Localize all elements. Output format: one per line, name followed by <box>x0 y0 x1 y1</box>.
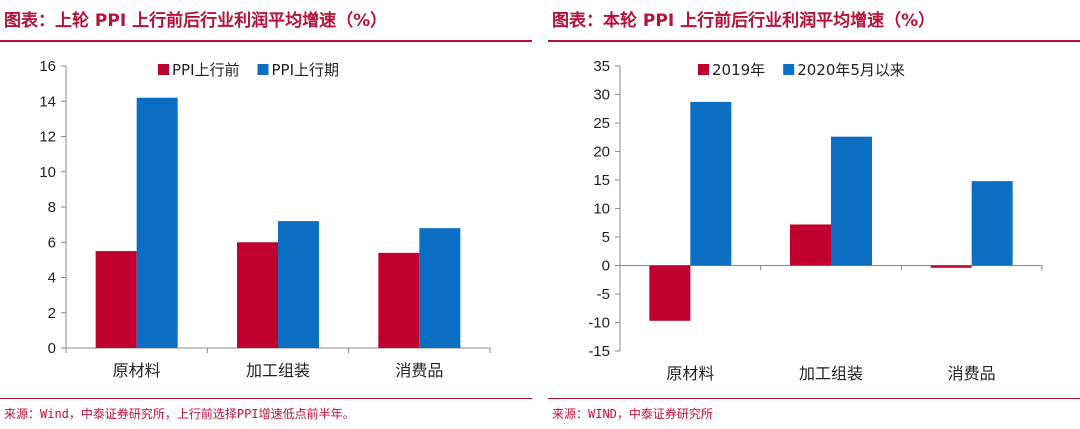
right-chart-panel: 图表：本轮 PPI 上行前后行业利润平均增速（%） -15 -10 -5 0 5 10 15… <box>548 0 1080 429</box>
right-bar-chart: -15 -10 -5 0 5 10 15 20 25 30 35 原材料 加工组装 消费品 2019年 202… <box>588 58 1043 383</box>
y-tick-label: 10 <box>593 201 610 218</box>
right-footer-rule <box>548 398 1080 399</box>
y-tick-label: -15 <box>588 343 610 360</box>
bar-series1 <box>378 252 420 348</box>
y-tick-label: 4 <box>48 270 56 287</box>
legend-label: PPI上行期 <box>272 61 340 79</box>
y-tick-label: 30 <box>593 87 610 104</box>
bar-series1 <box>649 265 691 321</box>
right-chart-source: 来源：WIND，中泰证券研究所 <box>552 407 713 421</box>
bar-series2 <box>419 228 461 348</box>
left-title-rule <box>0 40 532 42</box>
legend-label: 2020年5月以来 <box>797 61 905 79</box>
bar-series2 <box>971 181 1013 266</box>
y-tick-label: -10 <box>588 315 610 332</box>
left-chart-panel: 图表：上轮 PPI 上行前后行业利润平均增速（%） 0 2 4 6 8 10 12 14 16 原… <box>0 0 532 429</box>
y-tick-label: 10 <box>39 164 56 181</box>
bar-series1 <box>95 251 137 348</box>
x-category-label: 原材料 <box>666 364 714 383</box>
y-tick-label: 12 <box>39 129 56 146</box>
y-tick-label: 35 <box>593 58 610 75</box>
x-category-label: 加工组装 <box>799 364 863 383</box>
y-tick-label: 8 <box>48 199 56 216</box>
bar-series2 <box>278 221 319 348</box>
y-tick-label: 14 <box>39 93 56 110</box>
y-tick-label: 6 <box>48 234 56 251</box>
left-chart-source: 来源：Wind，中泰证券研究所，上行前选择PPI增速低点前半年。 <box>4 407 355 421</box>
legend-swatch <box>698 64 709 75</box>
y-tick-label: 0 <box>602 258 610 275</box>
y-tick-label: 16 <box>39 58 56 75</box>
x-category-label: 原材料 <box>113 361 161 380</box>
y-tick-label: 25 <box>593 115 610 132</box>
legend-label: PPI上行前 <box>172 61 240 79</box>
y-tick-label: 2 <box>48 305 56 322</box>
y-tick-label: -5 <box>597 286 610 303</box>
y-tick-label: 0 <box>48 340 56 357</box>
legend-swatch <box>257 64 269 75</box>
x-category-label: 消费品 <box>395 361 443 380</box>
left-bar-chart: 0 2 4 6 8 10 12 14 16 原材料 加工组装 消费品 PPI上行前 PPI上行期 <box>39 58 491 380</box>
left-chart-title: 图表：上轮 PPI 上行前后行业利润平均增速（%） <box>4 11 388 31</box>
legend-label: 2019年 <box>712 61 765 79</box>
bar-series1 <box>930 265 972 268</box>
x-category-label: 加工组装 <box>246 361 310 380</box>
y-tick-label: 20 <box>593 144 610 161</box>
bar-series2 <box>690 101 732 266</box>
bar-series1 <box>237 242 278 348</box>
bar-series2 <box>831 136 872 266</box>
y-tick-label: 15 <box>593 172 610 189</box>
bar-series1 <box>790 224 831 266</box>
bar-series2 <box>136 97 178 348</box>
right-chart-title: 图表：本轮 PPI 上行前后行业利润平均增速（%） <box>552 11 936 31</box>
right-title-rule <box>548 40 1080 42</box>
left-footer-rule <box>0 398 532 399</box>
y-tick-label: 5 <box>602 229 610 246</box>
legend-swatch <box>783 64 795 75</box>
x-category-label: 消费品 <box>948 364 996 383</box>
legend-swatch <box>158 64 169 75</box>
